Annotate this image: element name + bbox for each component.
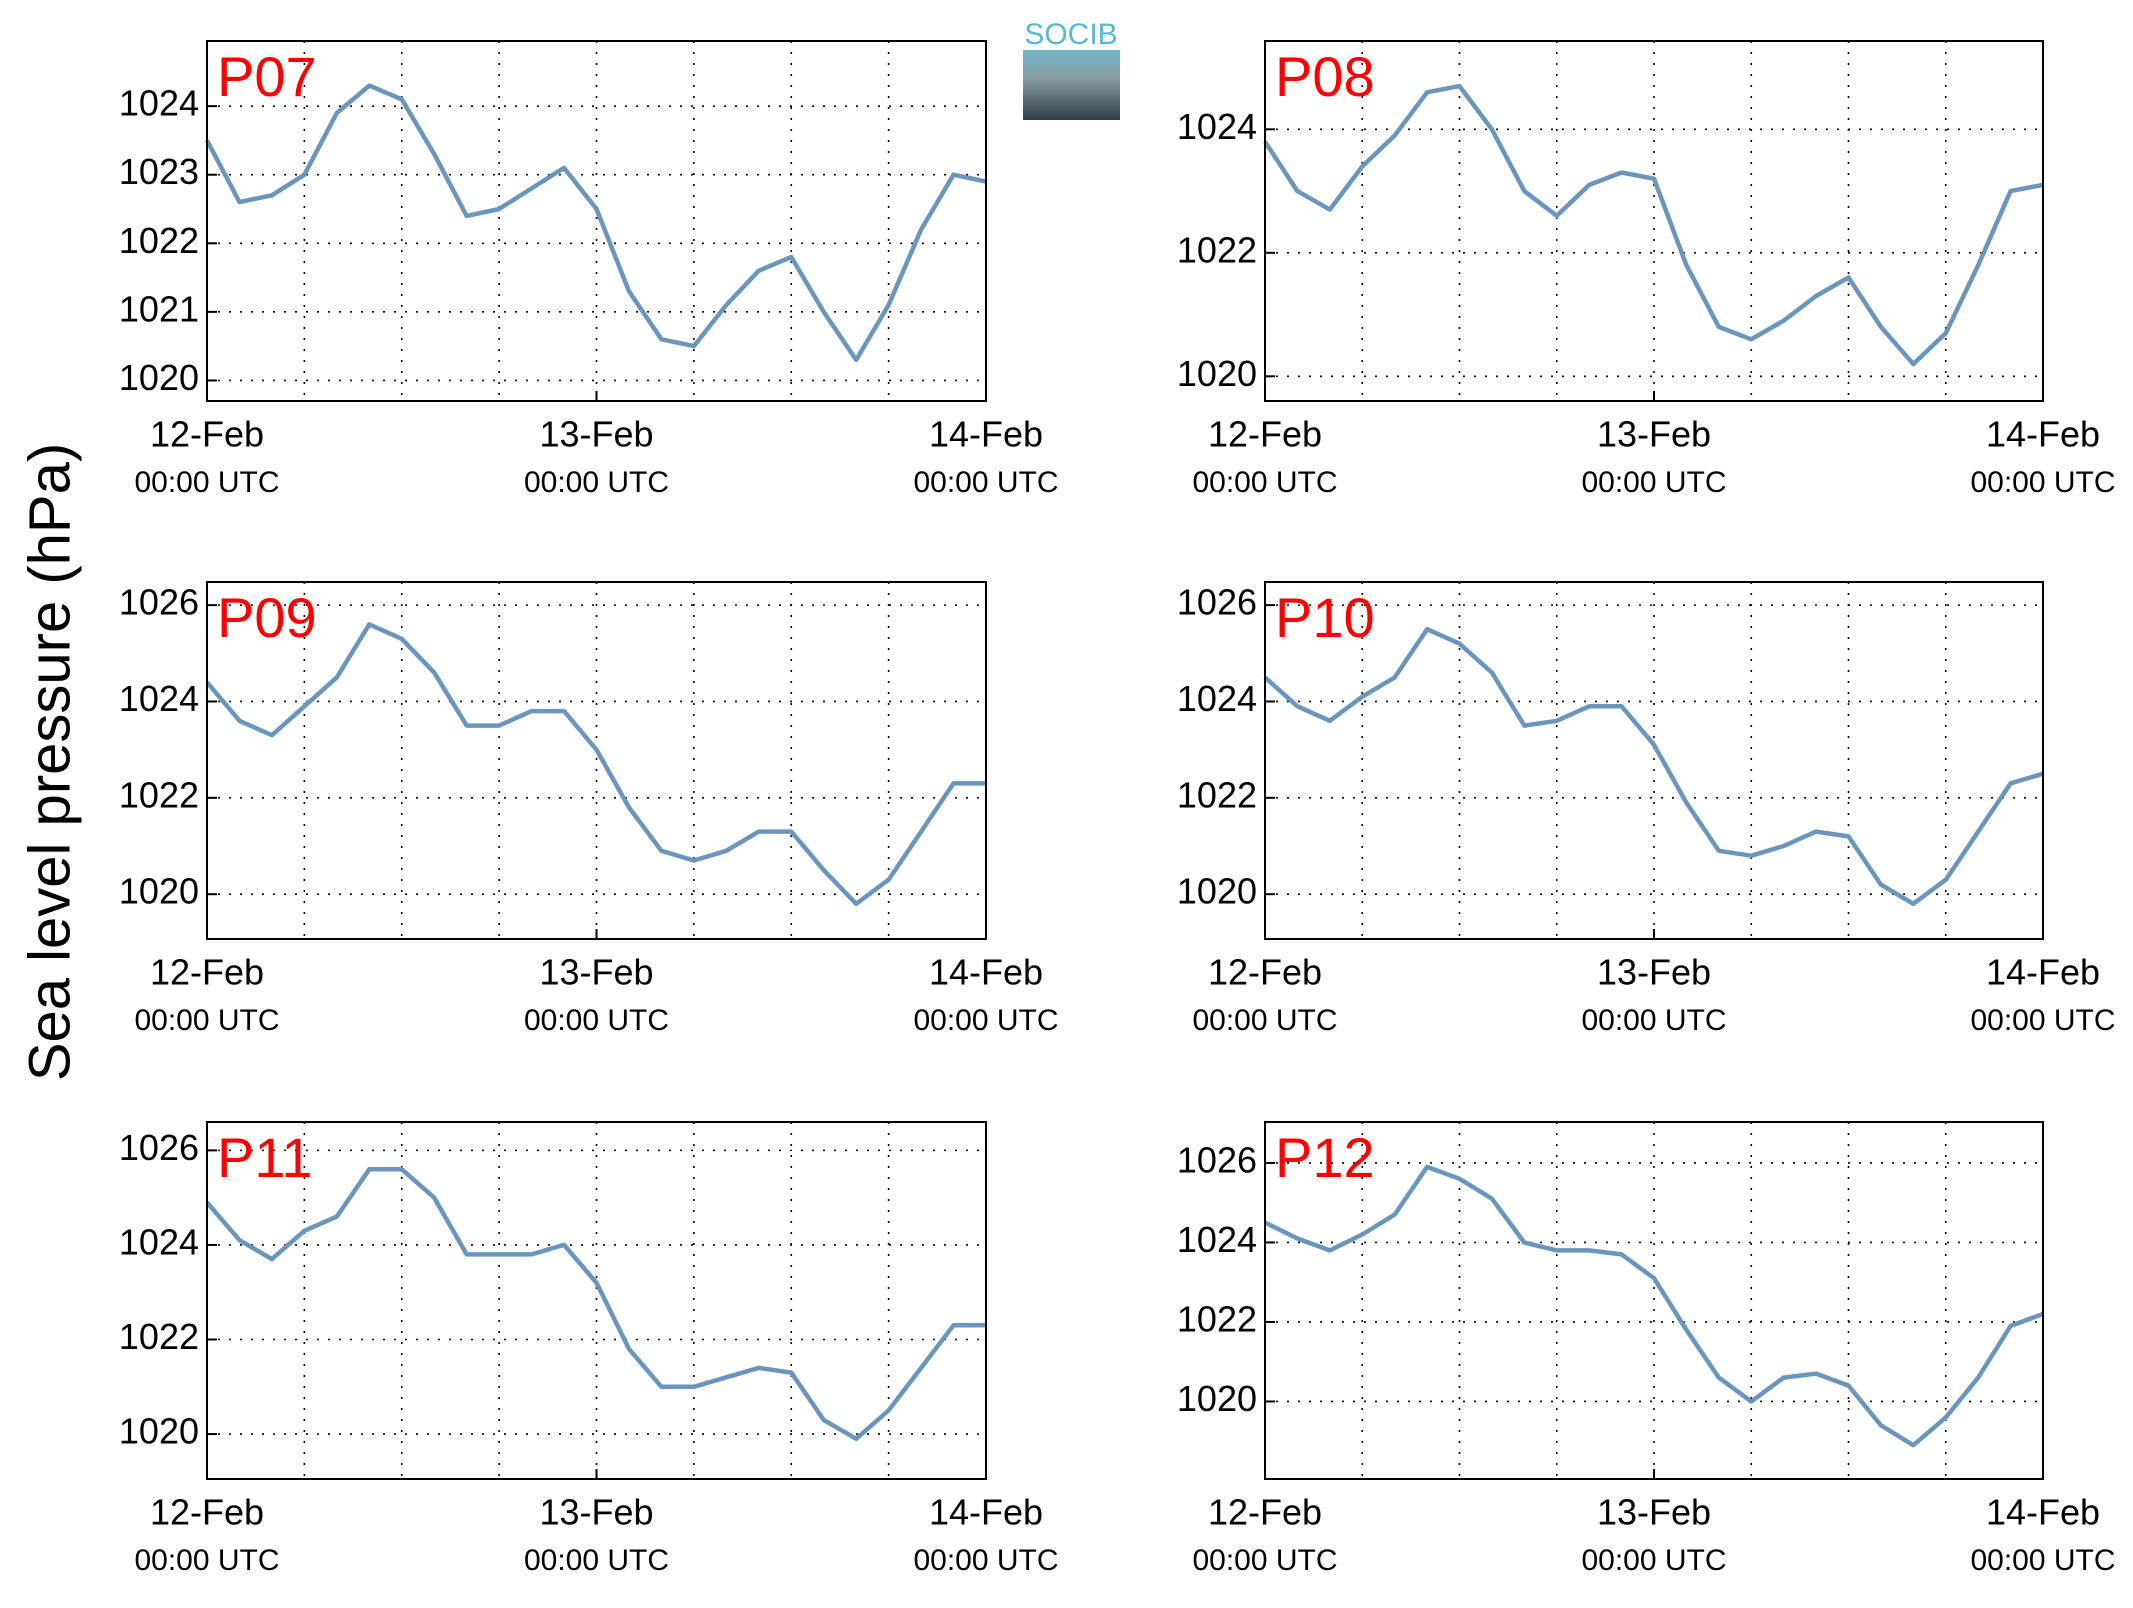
y-tick-label: 1024 bbox=[1177, 1219, 1257, 1260]
y-tick-label: 1024 bbox=[119, 678, 199, 719]
y-tick-label: 1024 bbox=[119, 1221, 199, 1262]
panel-title: P12 bbox=[1275, 1126, 1375, 1189]
series-line bbox=[205, 1167, 986, 1442]
panel-title: P10 bbox=[1275, 586, 1375, 649]
y-tick-label: 1026 bbox=[119, 1127, 199, 1168]
x-tick-sublabel: 00:00 UTC bbox=[1581, 1004, 1726, 1037]
plot-frame bbox=[1264, 581, 2044, 940]
y-tick-label: 1026 bbox=[1177, 1139, 1257, 1180]
x-tick-label: 13-Feb bbox=[539, 952, 653, 993]
panel-title: P11 bbox=[217, 1126, 312, 1189]
x-tick-sublabel: 00:00 UTC bbox=[1970, 466, 2115, 499]
x-tick-label: 12-Feb bbox=[150, 1492, 264, 1533]
x-tick-label: 13-Feb bbox=[1597, 1492, 1711, 1533]
y-tick-label: 1026 bbox=[119, 582, 199, 623]
x-tick-sublabel: 00:00 UTC bbox=[524, 1004, 669, 1037]
y-tick-label: 1020 bbox=[1177, 871, 1257, 912]
x-tick-sublabel: 00:00 UTC bbox=[913, 466, 1058, 499]
x-tick-sublabel: 00:00 UTC bbox=[1581, 466, 1726, 499]
y-tick-label: 1022 bbox=[1177, 1298, 1257, 1339]
series-line bbox=[1264, 1164, 2044, 1448]
x-tick-sublabel: 00:00 UTC bbox=[1192, 466, 1337, 499]
series-line bbox=[1263, 83, 2044, 367]
x-tick-sublabel: 00:00 UTC bbox=[1970, 1004, 2115, 1037]
y-tick-label: 1020 bbox=[1177, 353, 1257, 394]
y-tick-label: 1024 bbox=[1177, 106, 1257, 147]
plot-frame bbox=[206, 1121, 987, 1480]
y-tick-label: 1022 bbox=[119, 1316, 199, 1357]
plot-frame bbox=[1264, 1121, 2044, 1480]
x-tick-sublabel: 00:00 UTC bbox=[1192, 1004, 1337, 1037]
x-tick-label: 14-Feb bbox=[929, 414, 1043, 455]
x-tick-label: 13-Feb bbox=[539, 414, 653, 455]
y-tick-label: 1022 bbox=[1177, 229, 1257, 270]
y-axis-label: Sea level pressure (hPa) bbox=[17, 443, 82, 1081]
x-tick-sublabel: 00:00 UTC bbox=[134, 1544, 279, 1577]
plot-frame bbox=[1264, 40, 2044, 402]
x-tick-label: 14-Feb bbox=[929, 1492, 1043, 1533]
logo-box bbox=[1023, 50, 1120, 120]
x-tick-label: 14-Feb bbox=[929, 952, 1043, 993]
x-tick-sublabel: 00:00 UTC bbox=[1581, 1544, 1726, 1577]
y-tick-label: 1022 bbox=[119, 220, 199, 261]
y-tick-label: 1024 bbox=[1177, 678, 1257, 719]
y-tick-label: 1021 bbox=[119, 288, 199, 329]
x-tick-label: 14-Feb bbox=[1986, 952, 2100, 993]
series-line bbox=[205, 622, 986, 907]
x-tick-sublabel: 00:00 UTC bbox=[524, 466, 669, 499]
x-tick-label: 12-Feb bbox=[1208, 952, 1322, 993]
x-tick-label: 13-Feb bbox=[539, 1492, 653, 1533]
y-tick-label: 1024 bbox=[119, 83, 199, 124]
plot-frame bbox=[206, 581, 987, 940]
x-tick-sublabel: 00:00 UTC bbox=[913, 1004, 1058, 1037]
y-tick-label: 1020 bbox=[1177, 1378, 1257, 1419]
x-tick-label: 12-Feb bbox=[150, 952, 264, 993]
x-tick-label: 12-Feb bbox=[150, 414, 264, 455]
panel-title: P09 bbox=[217, 586, 317, 649]
series-line bbox=[1263, 626, 2044, 907]
x-tick-label: 13-Feb bbox=[1597, 414, 1711, 455]
y-tick-label: 1023 bbox=[119, 151, 199, 192]
x-tick-sublabel: 00:00 UTC bbox=[1970, 1544, 2115, 1577]
y-tick-label: 1022 bbox=[1177, 774, 1257, 815]
x-tick-sublabel: 00:00 UTC bbox=[134, 466, 279, 499]
x-tick-label: 14-Feb bbox=[1986, 414, 2100, 455]
y-tick-label: 1022 bbox=[119, 774, 199, 815]
x-tick-label: 14-Feb bbox=[1986, 1492, 2100, 1533]
x-tick-sublabel: 00:00 UTC bbox=[524, 1544, 669, 1577]
y-tick-label: 1020 bbox=[119, 357, 199, 398]
panel-title: P07 bbox=[217, 45, 317, 108]
y-tick-label: 1020 bbox=[119, 1411, 199, 1452]
logo-text: SOCIB bbox=[1024, 18, 1117, 51]
x-tick-sublabel: 00:00 UTC bbox=[1192, 1544, 1337, 1577]
panel-title: P08 bbox=[1275, 45, 1375, 108]
y-tick-label: 1020 bbox=[119, 871, 199, 912]
y-tick-label: 1026 bbox=[1177, 582, 1257, 623]
plot-frame bbox=[206, 40, 987, 402]
series-line bbox=[205, 83, 987, 363]
x-tick-label: 13-Feb bbox=[1597, 952, 1711, 993]
logo: SOCIB bbox=[1023, 18, 1120, 120]
x-tick-sublabel: 00:00 UTC bbox=[913, 1544, 1058, 1577]
x-tick-label: 12-Feb bbox=[1208, 414, 1322, 455]
x-tick-sublabel: 00:00 UTC bbox=[134, 1004, 279, 1037]
x-tick-label: 12-Feb bbox=[1208, 1492, 1322, 1533]
